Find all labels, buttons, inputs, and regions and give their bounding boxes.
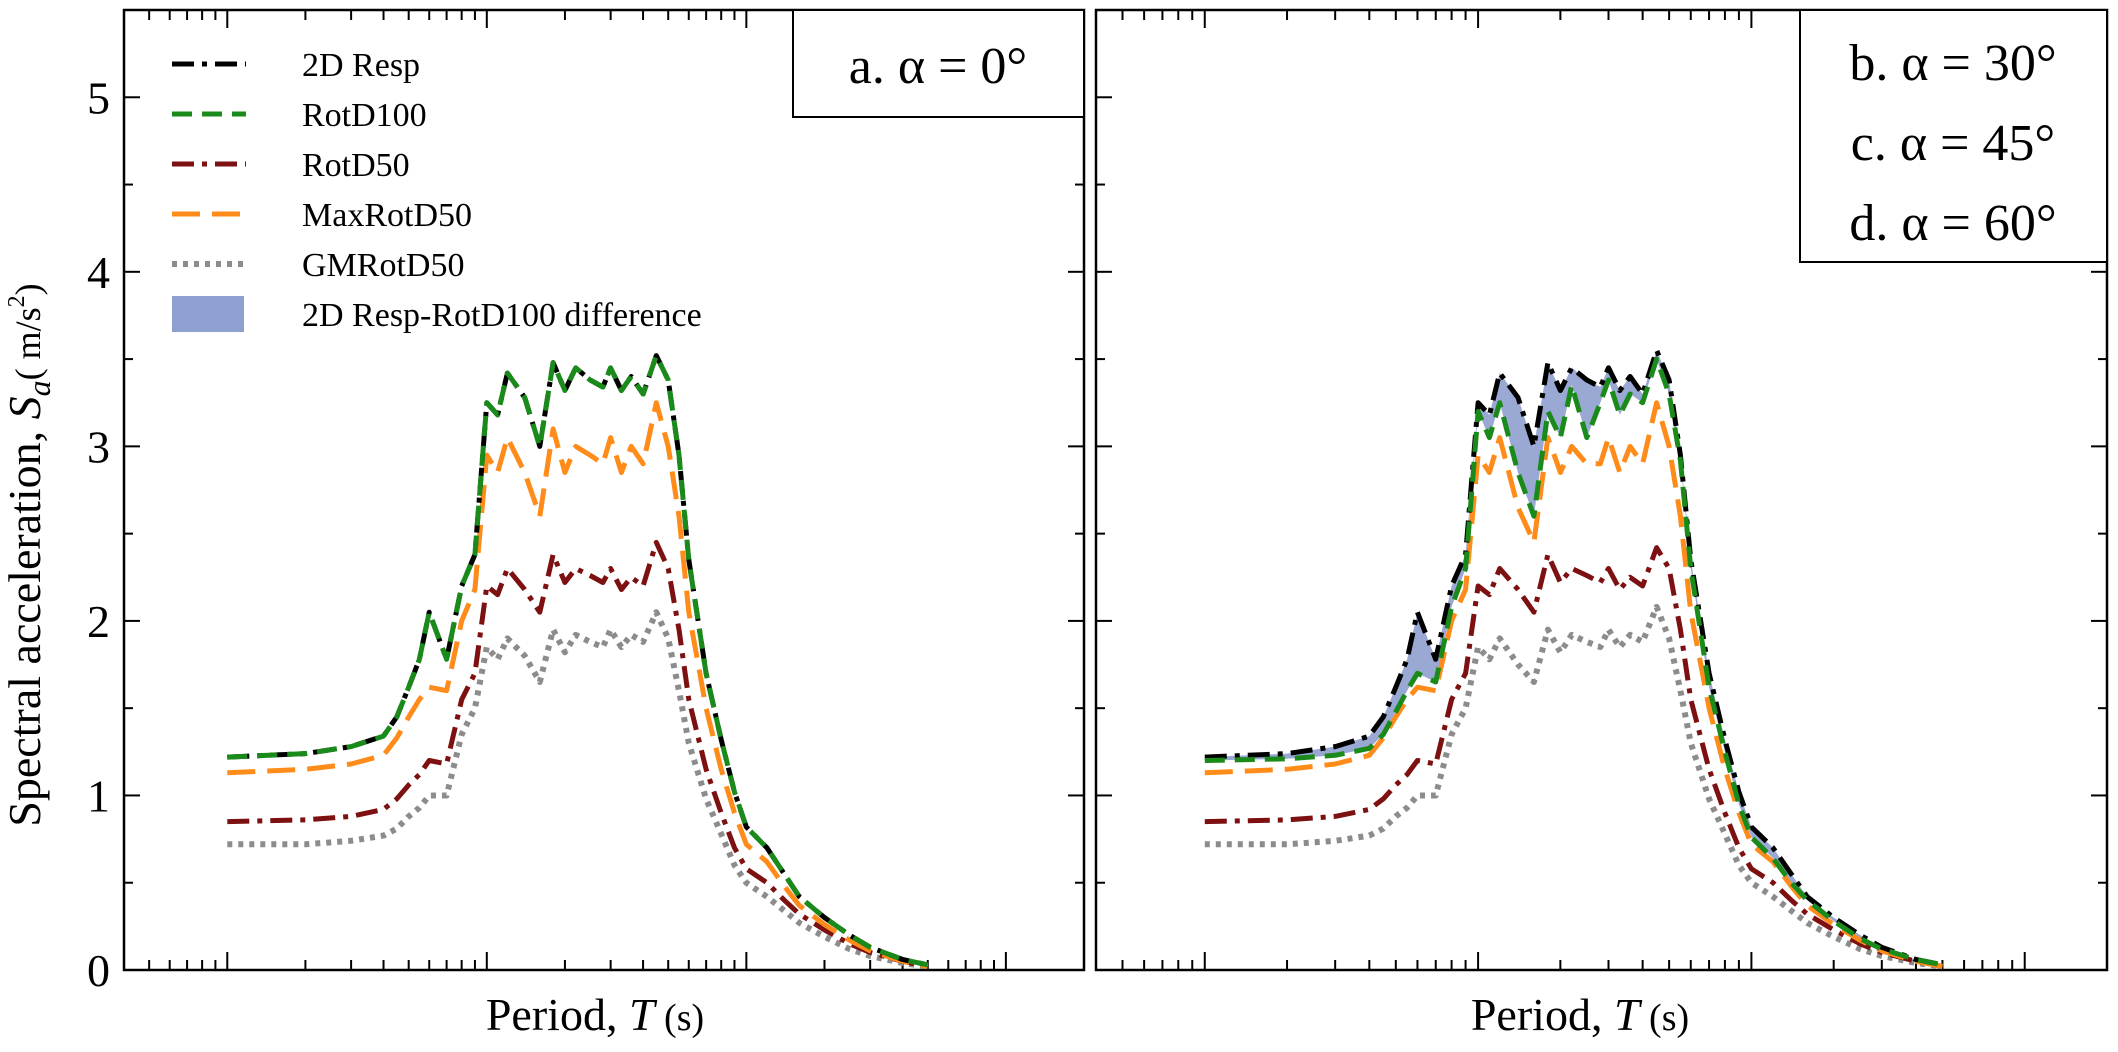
legend-swatch xyxy=(172,296,244,332)
y-axis-label: Spectral acceleration, Sa( m/s2) xyxy=(0,283,57,826)
panel-label-d: d. α = 60° xyxy=(1849,195,2056,252)
y-tick-label: 2 xyxy=(87,596,110,647)
panel-label-box-bcd: b. α = 30° c. α = 45° d. α = 60° xyxy=(1799,9,2108,263)
plot-area xyxy=(227,353,929,970)
series-line-rotd100 xyxy=(1204,356,1943,968)
panel-label-b: b. α = 30° xyxy=(1849,35,2056,92)
series-line-maxrotd50 xyxy=(227,400,929,969)
legend-item: 2D Resp-RotD100 difference xyxy=(172,296,702,334)
legend: 2D Resp RotD100 RotD50 MaxRotD50 GMRotD50 2D … xyxy=(172,47,702,334)
series-line-rotd100 xyxy=(227,353,929,968)
y-tick-label: 5 xyxy=(87,72,110,123)
series-line-maxrotd50 xyxy=(1204,400,1943,969)
legend-label: RotD100 xyxy=(302,97,427,134)
legend-item: GMRotD50 xyxy=(172,247,464,284)
panel-label-a: a. α = 0° xyxy=(849,38,1027,95)
y-tick-label: 0 xyxy=(87,945,110,996)
panel-label-box-a: a. α = 0° xyxy=(792,9,1085,118)
legend-label: 2D Resp-RotD100 difference xyxy=(302,297,702,334)
y-tick-label: 3 xyxy=(87,421,110,472)
legend-label: 2D Resp xyxy=(302,47,420,84)
y-tick-label: 4 xyxy=(87,247,110,298)
legend-item: MaxRotD50 xyxy=(172,197,472,234)
y-tick-label: 1 xyxy=(87,770,110,821)
series-line-rotd50 xyxy=(1204,545,1943,969)
legend-item: RotD100 xyxy=(172,97,427,134)
panel-label-c: c. α = 45° xyxy=(1851,115,2055,172)
series-line-gmrotd50 xyxy=(227,609,929,970)
legend-item: RotD50 xyxy=(172,147,410,184)
legend-label: GMRotD50 xyxy=(302,247,464,284)
plot-area xyxy=(1204,347,1943,970)
x-axis-label-right: Period, T (s) xyxy=(1471,989,1689,1040)
x-axis-label-left: Period, T (s) xyxy=(486,989,704,1040)
legend-label: MaxRotD50 xyxy=(302,197,472,234)
plot-frame xyxy=(122,8,1086,972)
legend-item: 2D Resp xyxy=(172,47,420,84)
panel-a: 0 1 2 3 4 5 xyxy=(87,8,1086,996)
series-line-rotd50 xyxy=(227,539,929,969)
series-line-gmrotd50 xyxy=(1204,603,1943,970)
legend-label: RotD50 xyxy=(302,147,410,184)
